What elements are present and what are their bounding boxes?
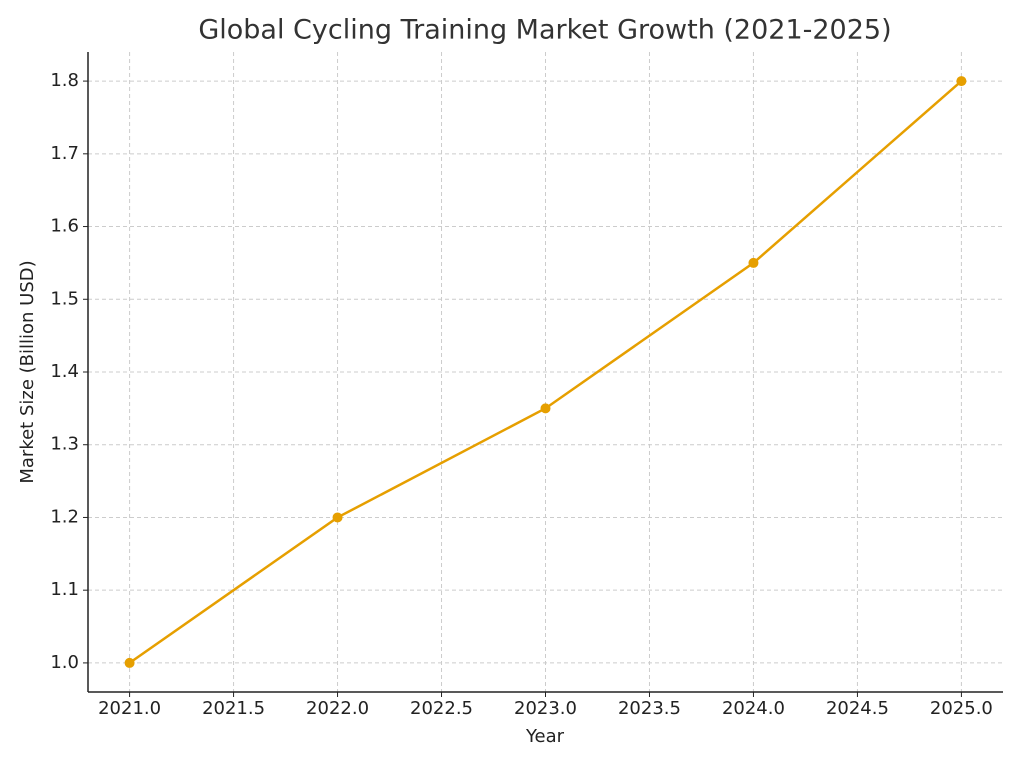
x-tick-label: 2023.0 xyxy=(514,698,577,719)
y-tick-label: 1.2 xyxy=(50,506,79,527)
x-tick-label: 2023.5 xyxy=(618,698,681,719)
y-tick-label: 1.7 xyxy=(50,143,79,164)
x-axis-label: Year xyxy=(525,726,565,747)
x-tick-label: 2021.5 xyxy=(202,698,265,719)
x-tick-label: 2025.0 xyxy=(930,698,993,719)
data-point xyxy=(956,76,967,87)
y-tick-label: 1.1 xyxy=(50,579,79,600)
x-tick-label: 2022.5 xyxy=(410,698,473,719)
data-point xyxy=(124,657,135,668)
y-axis-label: Market Size (Billion USD) xyxy=(17,260,38,483)
data-point xyxy=(332,512,343,523)
x-tick-label: 2024.0 xyxy=(722,698,785,719)
y-tick-label: 1.6 xyxy=(50,216,79,237)
y-tick-label: 1.5 xyxy=(50,288,79,309)
chart-title: Global Cycling Training Market Growth (2… xyxy=(198,15,891,46)
y-tick-label: 1.3 xyxy=(50,434,79,455)
x-tick-label: 2022.0 xyxy=(306,698,369,719)
y-tick-label: 1.8 xyxy=(50,70,79,91)
data-point xyxy=(540,403,551,414)
y-tick-label: 1.4 xyxy=(50,361,79,382)
x-tick-label: 2021.0 xyxy=(98,698,161,719)
x-tick-label: 2024.5 xyxy=(826,698,889,719)
data-point xyxy=(748,257,759,268)
y-tick-label: 1.0 xyxy=(50,652,79,673)
